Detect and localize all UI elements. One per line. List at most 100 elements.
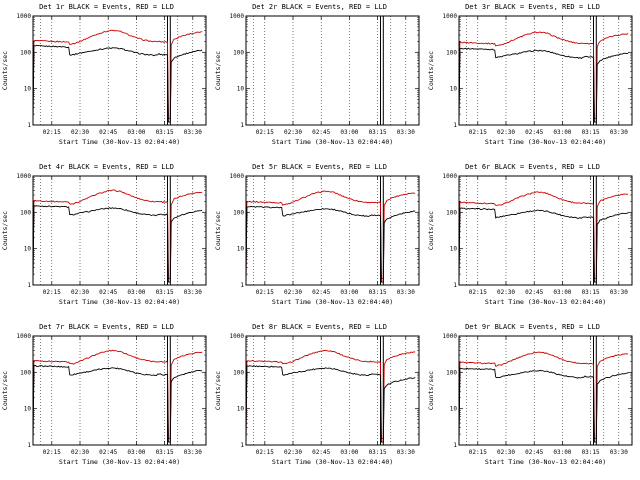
y-tick-label: 1000 [230,333,245,340]
y-tick-label: 1000 [17,333,32,340]
plot-area: 02:15 02:30 02:45 03:00 03:15 03:30 1000 100 10 1… [427,173,633,306]
y-tick-label: 1 [240,442,244,449]
x-tick-label: 03:15 [369,129,387,136]
y-tick-label: 100 [233,209,244,216]
plot-frame [458,175,633,286]
y-tick-label: 1 [453,442,457,449]
y-axis-label: Counts/sec [427,211,435,250]
chart-panel-det-1r: Det 1r BLACK = Events, RED = LLD 02:15 02:… [0,0,213,160]
y-tick-label: 10 [237,246,245,253]
y-tick-label: 1000 [17,13,32,20]
x-tick-label: 03:15 [582,289,600,296]
y-tick-label: 1000 [443,173,458,180]
y-tick-label: 1 [27,442,31,449]
x-tick-label: 02:30 [71,129,89,136]
y-tick-label: 1 [240,122,244,129]
plot-title: Det 1r BLACK = Events, RED = LLD [39,3,174,11]
y-tick-label: 10 [24,246,32,253]
lld-series-line [32,29,203,121]
x-tick-label: 02:45 [525,289,543,296]
y-tick-label: 100 [233,49,244,56]
x-tick-label: 02:30 [497,289,515,296]
y-tick-label: 1 [453,122,457,129]
events-series-line [32,205,203,286]
chart-panel-det-2r: Det 2r BLACK = Events, RED = LLD 02:15 02:… [213,0,426,160]
x-tick-label: 02:15 [256,129,274,136]
x-tick-label: 02:30 [71,289,89,296]
chart-panel-det-8r: Det 8r BLACK = Events, RED = LLD 02:15 02:… [213,320,426,480]
x-tick-label: 02:45 [312,129,330,136]
lld-series-line [32,349,203,441]
y-tick-label: 10 [450,406,458,413]
x-tick-label: 02:30 [71,449,89,456]
y-tick-label: 1 [453,282,457,289]
plot-title: Det 4r BLACK = Events, RED = LLD [39,163,174,171]
x-tick-label: 02:30 [284,449,302,456]
plot-frame [458,335,633,446]
y-tick-label: 10 [24,86,32,93]
plot-title: Det 3r BLACK = Events, RED = LLD [465,3,600,11]
events-series-line [245,365,416,446]
x-tick-label: 03:00 [127,289,145,296]
x-tick-label: 02:30 [497,129,515,136]
chart-panel-det-3r: Det 3r BLACK = Events, RED = LLD 02:15 02:… [426,0,639,160]
plot-area: 02:15 02:30 02:45 03:00 03:15 03:30 1000 100 10 1… [427,333,633,466]
x-tick-label: 02:15 [43,289,61,296]
plot-frame [32,175,207,286]
x-tick-label: 03:00 [553,129,571,136]
lld-series-line [458,31,629,121]
x-tick-label: 02:15 [469,289,487,296]
x-tick-label: 03:30 [184,449,202,456]
plot-title: Det 5r BLACK = Events, RED = LLD [252,163,387,171]
x-tick-label: 03:00 [340,289,358,296]
y-axis-label: Counts/sec [214,211,222,250]
y-axis-label: Counts/sec [427,371,435,410]
chart-panel-det-4r: Det 4r BLACK = Events, RED = LLD 02:15 02:… [0,160,213,320]
x-tick-label: 03:15 [156,449,174,456]
y-tick-label: 10 [237,86,245,93]
events-series-line [32,364,203,446]
x-axis-label: Start Time (30-Nov-13 02:04:40) [485,138,606,146]
x-tick-label: 02:45 [525,449,543,456]
lld-series-line [245,349,416,441]
plot-area: 02:15 02:30 02:45 03:00 03:15 03:30 1000 100 10 1… [1,13,207,146]
chart-panel-det-5r: Det 5r BLACK = Events, RED = LLD 02:15 02:… [213,160,426,320]
x-axis-label: Start Time (30-Nov-13 02:04:40) [59,458,180,466]
x-tick-label: 02:45 [525,129,543,136]
y-tick-label: 100 [446,209,457,216]
y-tick-label: 1000 [443,333,458,340]
x-tick-label: 03:00 [127,129,145,136]
x-tick-label: 02:15 [43,129,61,136]
plot-area: 02:15 02:30 02:45 03:00 03:15 03:30 1000 100 10 1… [1,333,207,466]
x-tick-label: 03:30 [610,449,628,456]
y-tick-label: 100 [20,49,31,56]
lld-series-line [458,351,629,441]
x-tick-label: 03:30 [610,289,628,296]
x-tick-label: 03:30 [184,129,202,136]
x-tick-label: 02:15 [256,449,274,456]
y-tick-label: 10 [450,246,458,253]
x-tick-label: 02:15 [43,449,61,456]
lld-series-line [245,190,416,281]
y-tick-label: 100 [446,49,457,56]
x-tick-label: 03:30 [397,449,415,456]
plot-title: Det 6r BLACK = Events, RED = LLD [465,163,600,171]
plot-title: Det 9r BLACK = Events, RED = LLD [465,323,600,331]
y-tick-label: 1 [240,282,244,289]
y-tick-label: 100 [233,369,244,376]
x-axis-label: Start Time (30-Nov-13 02:04:40) [59,298,180,306]
x-tick-label: 03:15 [582,129,600,136]
x-axis-label: Start Time (30-Nov-13 02:04:40) [272,458,393,466]
y-tick-label: 100 [20,209,31,216]
y-tick-label: 10 [237,406,245,413]
x-tick-label: 02:45 [99,289,117,296]
x-tick-label: 03:30 [397,289,415,296]
plot-frame [32,335,207,446]
plot-title: Det 7r BLACK = Events, RED = LLD [39,323,174,331]
x-tick-label: 02:30 [284,129,302,136]
x-tick-label: 02:45 [312,289,330,296]
plot-area: 02:15 02:30 02:45 03:00 03:15 03:30 1000 100 10 1… [214,13,420,146]
x-tick-label: 03:15 [156,289,174,296]
chart-panel-det-6r: Det 6r BLACK = Events, RED = LLD 02:15 02:… [426,160,639,320]
